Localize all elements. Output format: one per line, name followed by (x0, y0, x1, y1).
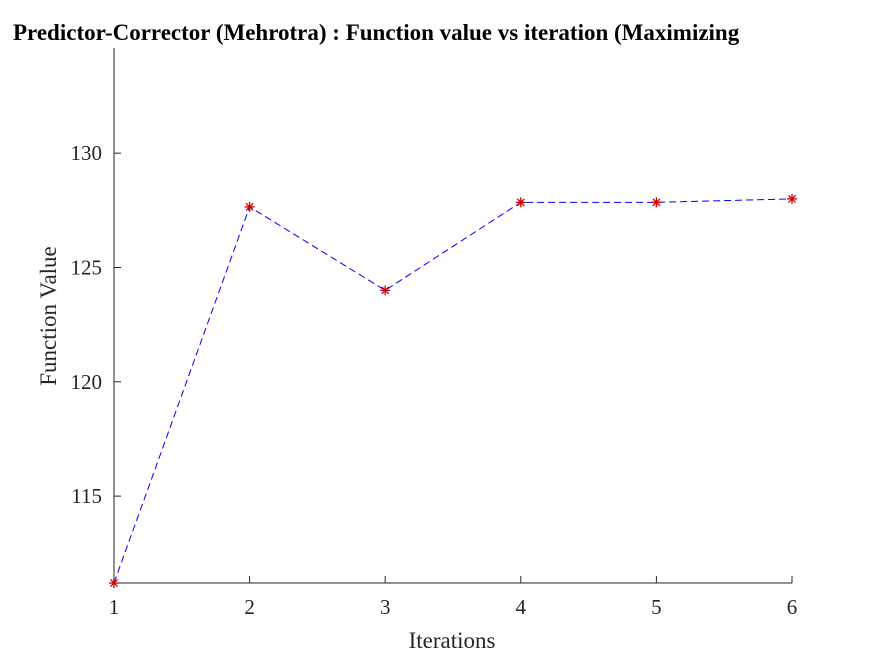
data-point-marker (109, 578, 119, 588)
x-axis-label: Iterations (409, 628, 496, 653)
y-axis-label: Function Value (36, 246, 61, 385)
data-point-marker (787, 193, 797, 204)
y-tick-label: 130 (71, 141, 103, 165)
axes: 1 2 3 4 5 6 115 120 125 130 (71, 48, 798, 619)
series-group (109, 193, 797, 588)
data-point-marker (651, 197, 662, 208)
y-tick-label: 115 (71, 484, 102, 508)
y-tick-label: 120 (71, 370, 103, 394)
x-tick-label: 1 (109, 595, 120, 619)
x-tick-label: 2 (244, 595, 255, 619)
series-line (113, 198, 793, 584)
chart-title: Predictor-Corrector (Mehrotra) : Functio… (13, 20, 740, 45)
x-tick-label: 5 (651, 595, 662, 619)
data-point-marker (380, 285, 391, 296)
data-point-marker (515, 197, 526, 208)
data-point-marker (244, 201, 255, 212)
y-tick-label: 125 (71, 255, 103, 279)
x-tick-label: 4 (516, 595, 527, 619)
x-tick-label: 6 (787, 595, 798, 619)
x-tick-label: 3 (380, 595, 391, 619)
